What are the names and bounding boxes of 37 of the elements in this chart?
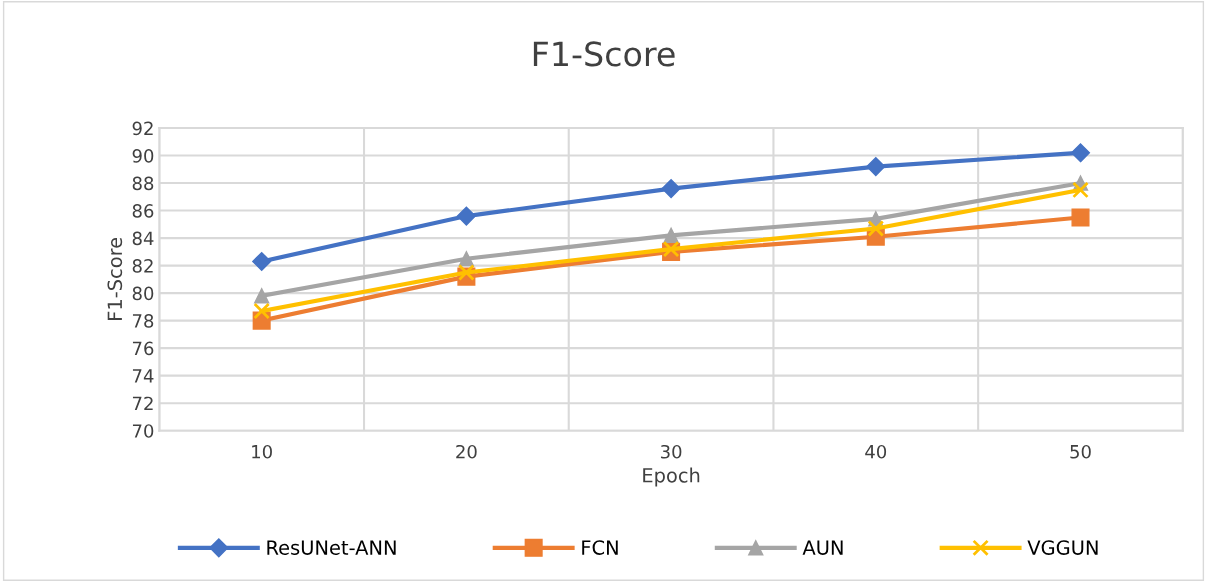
- x-tick-label: 50: [1070, 444, 1091, 459]
- x-axis-title: Epoch: [643, 467, 700, 487]
- legend-label: FCN: [582, 540, 618, 555]
- chart-title: F1-Score: [533, 41, 675, 67]
- y-tick-label: 70: [132, 424, 154, 438]
- point: [867, 220, 885, 237]
- y-tick-label: 82: [132, 259, 153, 273]
- point: [1072, 181, 1089, 199]
- y-tick-label: 74: [132, 369, 154, 383]
- y-tick-label: 80: [132, 286, 154, 301]
- legend-label: VGGUN: [1027, 540, 1098, 555]
- point: [661, 179, 681, 199]
- x-tick-label: 20: [456, 444, 477, 459]
- x-tick-label: 30: [660, 444, 682, 459]
- point: [458, 264, 475, 281]
- point: [1070, 143, 1091, 163]
- y-tick-label: 92: [132, 121, 153, 136]
- y-tick-label: 90: [132, 149, 154, 163]
- point: [866, 157, 886, 177]
- x-tick-label: 40: [865, 444, 887, 459]
- y-tick-label: 86: [132, 204, 154, 218]
- x-tick-label: 10: [252, 444, 272, 459]
- y-tick-label: 72: [132, 396, 153, 411]
- y-tick-label: 88: [132, 176, 154, 191]
- point: [252, 251, 272, 272]
- point: [458, 251, 475, 267]
- legend-label: ResUNet-ANN: [267, 540, 396, 555]
- y-tick-label: 76: [132, 341, 154, 356]
- legend-label: AUN: [802, 540, 843, 555]
- point: [663, 227, 679, 243]
- point: [1071, 208, 1090, 227]
- point: [254, 288, 270, 304]
- y-axis-title: F1-Score: [107, 237, 123, 320]
- y-tick-label: 78: [132, 314, 154, 328]
- y-tick-label: 84: [132, 231, 154, 246]
- point: [253, 302, 271, 320]
- point: [456, 206, 476, 226]
